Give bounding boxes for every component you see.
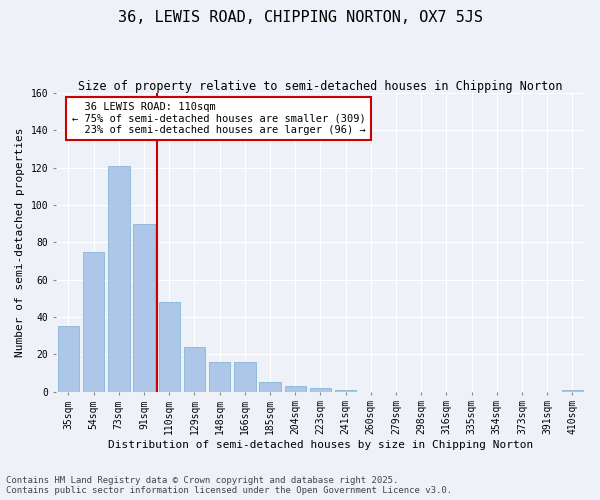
Bar: [184, 347, 205, 392]
Bar: [234, 362, 256, 392]
Text: 36, LEWIS ROAD, CHIPPING NORTON, OX7 5JS: 36, LEWIS ROAD, CHIPPING NORTON, OX7 5JS: [118, 10, 482, 25]
Text: 36 LEWIS ROAD: 110sqm
← 75% of semi-detached houses are smaller (309)
  23% of s: 36 LEWIS ROAD: 110sqm ← 75% of semi-deta…: [71, 102, 365, 135]
Bar: [284, 386, 306, 392]
Bar: [133, 224, 155, 392]
Text: Contains HM Land Registry data © Crown copyright and database right 2025.
Contai: Contains HM Land Registry data © Crown c…: [6, 476, 452, 495]
Bar: [259, 382, 281, 392]
Y-axis label: Number of semi-detached properties: Number of semi-detached properties: [15, 128, 25, 357]
Bar: [562, 390, 583, 392]
Bar: [58, 326, 79, 392]
Bar: [158, 302, 180, 392]
Bar: [209, 362, 230, 392]
X-axis label: Distribution of semi-detached houses by size in Chipping Norton: Distribution of semi-detached houses by …: [108, 440, 533, 450]
Bar: [335, 390, 356, 392]
Title: Size of property relative to semi-detached houses in Chipping Norton: Size of property relative to semi-detach…: [78, 80, 563, 93]
Bar: [310, 388, 331, 392]
Bar: [108, 166, 130, 392]
Bar: [83, 252, 104, 392]
